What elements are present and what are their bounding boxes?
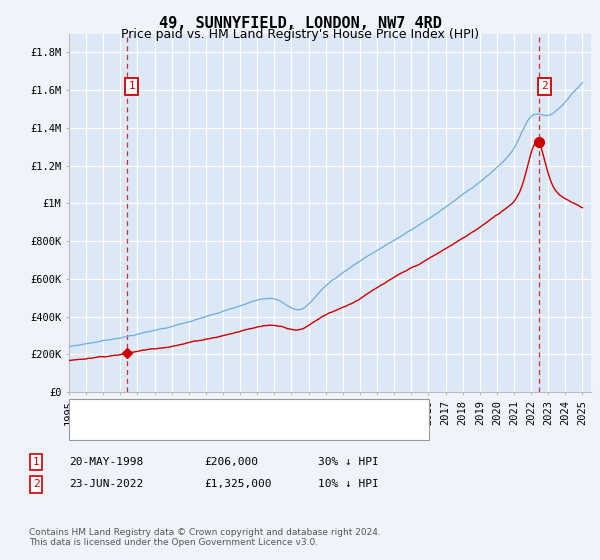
Text: 10% ↓ HPI: 10% ↓ HPI — [318, 479, 379, 489]
Text: 1: 1 — [32, 457, 40, 467]
Text: Price paid vs. HM Land Registry's House Price Index (HPI): Price paid vs. HM Land Registry's House … — [121, 28, 479, 41]
Text: ─────: ───── — [78, 423, 112, 433]
Text: Contains HM Land Registry data © Crown copyright and database right 2024.
This d: Contains HM Land Registry data © Crown c… — [29, 528, 380, 547]
Text: 20-MAY-1998: 20-MAY-1998 — [69, 457, 143, 467]
Text: 49, SUNNYFIELD, LONDON, NW7 4RD (detached house): 49, SUNNYFIELD, LONDON, NW7 4RD (detache… — [114, 405, 414, 416]
Text: 23-JUN-2022: 23-JUN-2022 — [69, 479, 143, 489]
Text: £1,325,000: £1,325,000 — [204, 479, 271, 489]
Text: 2: 2 — [32, 479, 40, 489]
Text: 1: 1 — [128, 81, 136, 91]
Text: HPI: Average price, detached house, Barnet: HPI: Average price, detached house, Barn… — [114, 423, 377, 433]
Text: £206,000: £206,000 — [204, 457, 258, 467]
Text: 49, SUNNYFIELD, LONDON, NW7 4RD: 49, SUNNYFIELD, LONDON, NW7 4RD — [158, 16, 442, 31]
Text: ─────: ───── — [78, 405, 112, 416]
Text: 30% ↓ HPI: 30% ↓ HPI — [318, 457, 379, 467]
Text: 2: 2 — [541, 81, 548, 91]
